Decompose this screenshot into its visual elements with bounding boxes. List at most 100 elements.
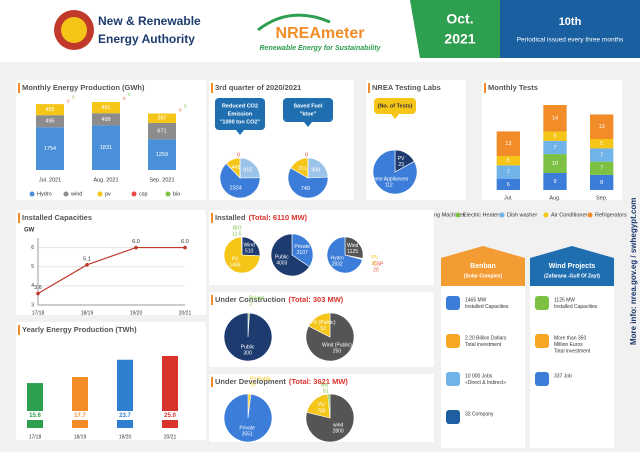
- card-icon: [446, 296, 460, 310]
- data-label: 495: [45, 119, 54, 125]
- slice-value: 915: [243, 168, 252, 174]
- pie-slice: [291, 233, 314, 268]
- bar-segment: [590, 114, 614, 139]
- bar-segment: [543, 131, 567, 141]
- callout-text: Emission: [228, 111, 253, 117]
- bar-segment: [92, 125, 120, 170]
- x-tick-label: 20/21: [179, 310, 192, 316]
- data-label: 13: [599, 124, 605, 130]
- panel: [209, 210, 434, 285]
- section-title: Under Development: [215, 377, 286, 386]
- legend-label: Air Conditioner: [551, 212, 588, 218]
- callout-text: "ktoe": [300, 111, 317, 117]
- bar-segment: [590, 139, 614, 149]
- slice-label: wind: [333, 423, 344, 429]
- label-bg: [26, 411, 44, 420]
- title-marker: [18, 213, 20, 223]
- x-tick-label: Aug. 2021: [93, 177, 118, 183]
- legend-label: wind: [70, 191, 82, 197]
- section-title: Monthly Tests: [488, 83, 538, 92]
- section-total: (Total: 3621 MW): [289, 377, 349, 386]
- title-marker: [211, 213, 213, 223]
- section-title: Yearly Energy Production (TWh): [22, 325, 137, 334]
- pie-slice: [223, 312, 273, 362]
- pie-slice: [326, 236, 363, 274]
- section-total: (Total: 303 MW): [288, 295, 343, 304]
- data-label: 499: [101, 117, 110, 123]
- slice-label: BIO: [233, 225, 242, 231]
- brand-arc: [257, 13, 331, 32]
- data-label: 3.6: [34, 285, 42, 291]
- axis-label: GW: [24, 228, 35, 234]
- title-marker: [18, 83, 20, 93]
- title-marker: [211, 295, 213, 305]
- bar-segment: [148, 113, 176, 123]
- card-icon: [446, 334, 460, 348]
- pie-slice: [344, 236, 364, 259]
- slice-label: Wind: [243, 242, 255, 248]
- data-label: 387: [157, 116, 166, 122]
- data-label: 7: [553, 145, 556, 151]
- data-label: 0: [72, 94, 75, 99]
- bar-segment: [92, 102, 120, 114]
- data-label: 1754: [44, 146, 56, 152]
- y-tick-label: 6: [31, 245, 34, 251]
- title-marker: [18, 325, 20, 335]
- title-marker: [211, 377, 213, 387]
- data-label: 0: [184, 104, 187, 109]
- card-text: Total investment: [554, 348, 591, 354]
- slice-label: PV Public: [250, 376, 272, 382]
- x-tick-label: Sep.: [596, 195, 608, 201]
- data-label: 1831: [100, 145, 112, 151]
- x-tick-label: 17/18: [32, 310, 45, 316]
- slice-label: PV (Public): [311, 320, 336, 326]
- card-text: 32 Company: [465, 411, 494, 417]
- x-tick-label: 18/19: [74, 434, 87, 440]
- x-tick-label: 19/20: [130, 310, 143, 316]
- issue-no-box: [500, 0, 640, 58]
- pie-slice: [287, 167, 329, 199]
- card-icon: [535, 372, 549, 386]
- slice-label: CSP: [373, 262, 384, 268]
- brand: NREAmeter: [276, 25, 365, 42]
- panel: [16, 322, 206, 440]
- bar-segment: [590, 148, 614, 162]
- pie-slice: [219, 163, 261, 199]
- card-subtitle: (Zafarana -Gulf Of Zayt): [544, 273, 600, 279]
- slice-value: 53: [320, 326, 326, 332]
- issue-note: Periodical issued every three months: [517, 37, 624, 44]
- line: [37, 246, 185, 295]
- slice-value: 250: [333, 349, 342, 355]
- pie-slice: [223, 393, 273, 443]
- org-name: New & Renewable: [98, 14, 201, 28]
- slice-value: 0: [237, 152, 240, 158]
- org-name: Energy Authority: [98, 32, 195, 46]
- tagline: Renewable Energy for Sustainability: [260, 45, 382, 52]
- point: [134, 245, 138, 250]
- section-title: 3rd quarter of 2020/2021: [215, 83, 301, 92]
- slice-value: 26: [371, 261, 377, 267]
- bar-segment: [92, 113, 120, 126]
- title-marker: [484, 83, 486, 93]
- section-title: Installed Capacities: [22, 213, 92, 222]
- legend-swatch: [97, 191, 103, 197]
- slice-label: PV: [232, 256, 239, 262]
- bar-segment: [496, 178, 520, 190]
- y-tick-label: 3: [31, 302, 34, 308]
- y-tick-label: 5: [31, 264, 34, 270]
- bar: [72, 377, 88, 428]
- slice-label: Private: [239, 426, 255, 432]
- bar-segment: [543, 140, 567, 155]
- legend-label: Dish washer: [507, 212, 537, 218]
- x-tick-label: 18/19: [81, 310, 94, 316]
- pie-slice: [372, 149, 418, 195]
- issue-year: 2021: [444, 31, 475, 47]
- card-icon: [535, 296, 549, 310]
- bar-segment: [36, 115, 64, 128]
- section-total: (Total: 6110 MW): [248, 213, 307, 222]
- bar-segment: [590, 174, 614, 190]
- callout-text: (No. of Tests): [378, 103, 413, 109]
- legend-label: bio: [173, 191, 180, 197]
- bar: [162, 356, 178, 428]
- callout-text: "1000 ton CO2": [220, 119, 261, 125]
